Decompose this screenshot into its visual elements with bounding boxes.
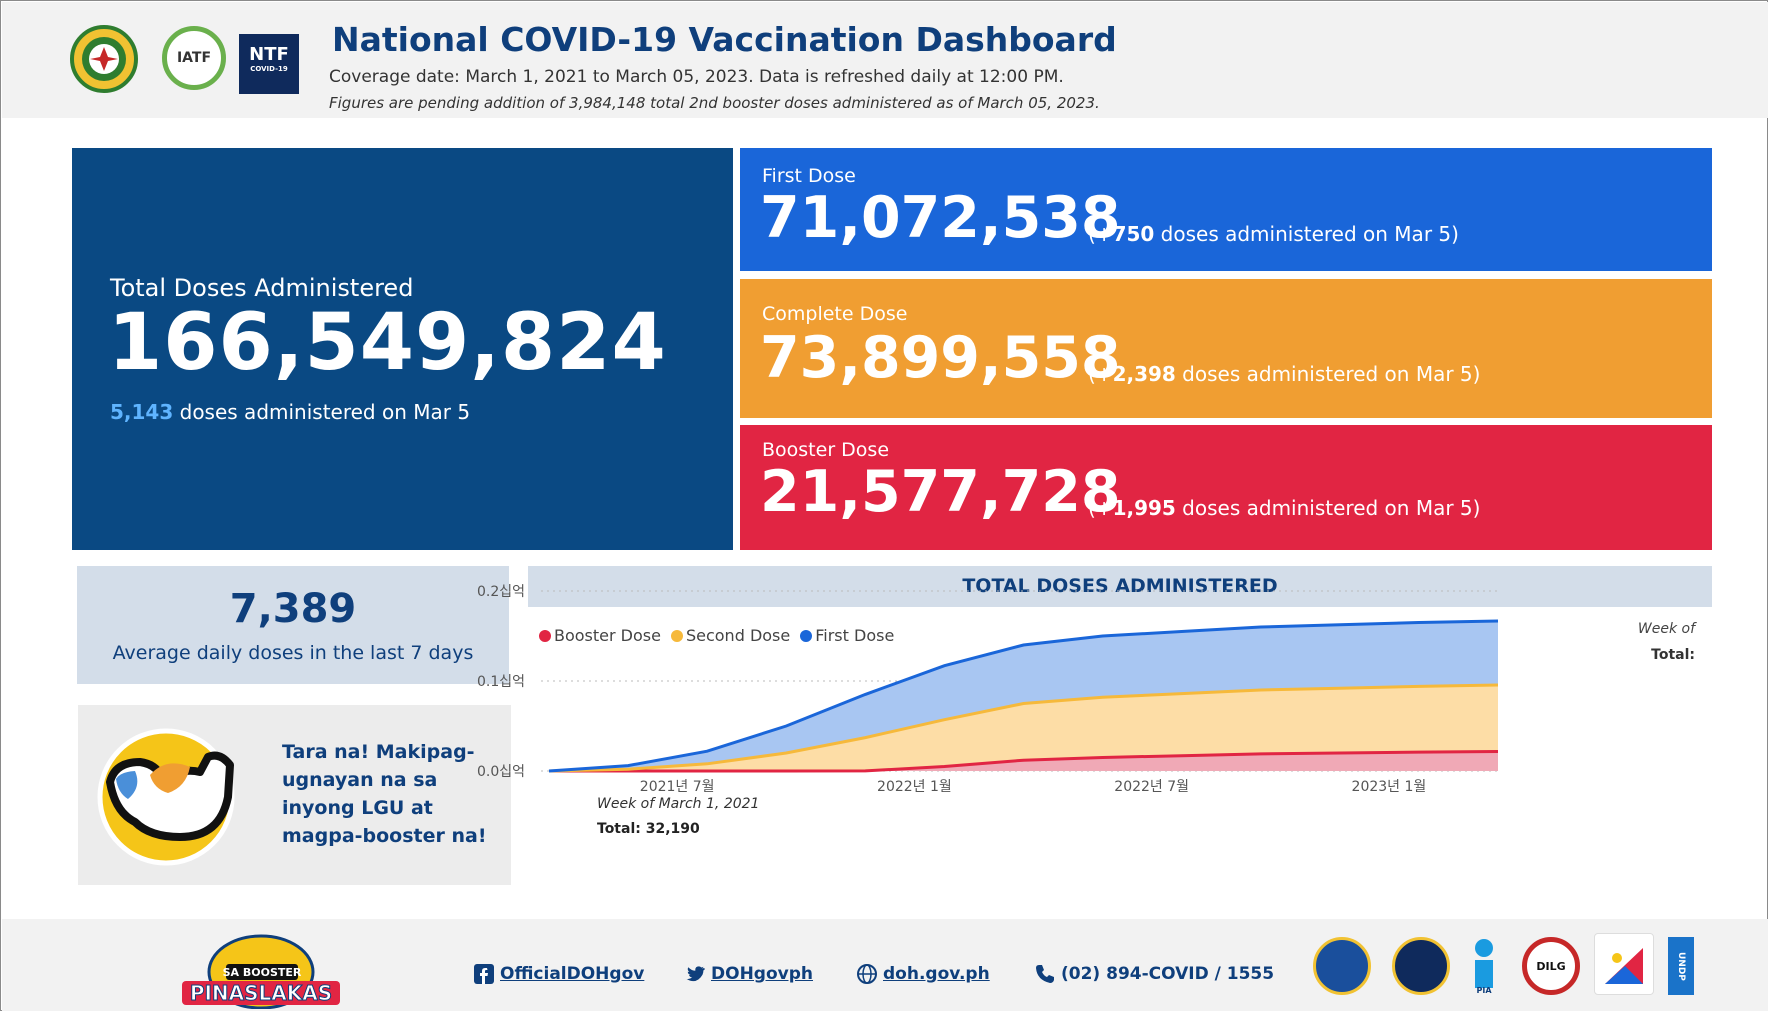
twitter-link[interactable]: DOHgovph: [685, 964, 813, 984]
booster-dose-delta-suffix: doses administered on Mar 5): [1175, 496, 1481, 520]
booster-promo-card: Tara na! Makipag-ugnayan na sa inyong LG…: [78, 705, 511, 885]
complete-dose-panel: Complete Dose 73,899,558 (+2,398 doses a…: [740, 279, 1712, 418]
doh-seal-icon: [70, 25, 138, 93]
complete-dose-value: 73,899,558: [760, 325, 1121, 391]
facebook-link[interactable]: OfficialDOHgov: [474, 964, 644, 984]
booster-dose-delta-prefix: (+: [1088, 496, 1113, 520]
total-doses-panel: Total Doses Administered 166,549,824 5,1…: [72, 148, 733, 550]
chart-start-week-label: Week of March 1, 2021: [597, 796, 760, 812]
legend-item-first[interactable]: First Dose: [800, 626, 894, 645]
booster-dose-panel: Booster Dose 21,577,728 (+1,995 doses ad…: [740, 425, 1712, 550]
undp-logo-icon: UNDP: [1668, 937, 1694, 995]
first-dose-value: 71,072,538: [760, 185, 1121, 251]
website-label: doh.gov.ph: [883, 964, 990, 984]
chart-legend: Booster Dose Second Dose First Dose: [539, 626, 894, 645]
ntf-logo-subtext: COVID-19: [250, 65, 288, 73]
legend-item-second[interactable]: Second Dose: [670, 626, 791, 645]
legend-item-booster[interactable]: Booster Dose: [539, 626, 661, 645]
undp-logo-text: UNDP: [1676, 951, 1686, 981]
complete-dose-delta: (+2,398 doses administered on Mar 5): [1088, 362, 1480, 386]
doses-area-chart[interactable]: 0.2십억 0.1십억 0.0십억 2021년 7월 2022년 1월 2022년 7월 2…: [477, 584, 1712, 911]
dilg-logo-icon: DILG: [1522, 937, 1580, 995]
ntf-logo-icon: NTF COVID-19: [239, 34, 299, 94]
booster-promo-text: Tara na! Makipag-ugnayan na sa inyong LG…: [282, 741, 487, 847]
coverage-text: Coverage date: March 1, 2021 to March 05…: [329, 67, 1064, 87]
total-doses-label: Total Doses Administered: [110, 274, 414, 302]
booster-dose-label: Booster Dose: [762, 439, 890, 461]
pia-logo-text: PIA: [1476, 986, 1492, 995]
pending-note: Figures are pending addition of 3,984,14…: [329, 94, 1100, 112]
chart-x-tick-label: 2021년 7월: [640, 779, 715, 795]
deped-seal-icon: [1392, 937, 1450, 995]
first-dose-delta-suffix: doses administered on Mar 5): [1154, 222, 1459, 246]
pia-logo-icon: PIA: [1472, 939, 1496, 995]
dilg-logo-text: DILG: [1536, 959, 1566, 973]
complete-dose-delta-count: 2,398: [1112, 362, 1176, 386]
phone-icon: [1036, 965, 1054, 983]
globe-icon: [857, 964, 877, 984]
average-daily-label: Average daily doses in the last 7 days: [112, 642, 474, 664]
pcoo-seal-icon: [1313, 937, 1371, 995]
chart-title: TOTAL DOSES ADMINISTERED: [528, 566, 1712, 607]
twitter-label: DOHgovph: [711, 964, 813, 984]
page-title: National COVID-19 Vaccination Dashboard: [332, 20, 1117, 59]
arm-flex-icon: [97, 728, 235, 866]
legend-second-swatch: [670, 629, 683, 642]
facebook-label: OfficialDOHgov: [500, 964, 645, 984]
pinaslakas-logo: SA BOOSTER PINASLAKAS: [182, 934, 340, 1009]
total-doses-today-label: doses administered on Mar 5: [173, 400, 471, 424]
iatf-logo-text: IATF: [176, 50, 212, 66]
header: IATF NTF COVID-19 National COVID-19 Vacc…: [2, 2, 1768, 118]
legend-booster-swatch: [539, 629, 551, 642]
area-first-dose: [549, 621, 1498, 771]
facebook-icon: [474, 964, 494, 984]
chart-x-tick-label: 2023년 1월: [1352, 779, 1427, 795]
area-second-dose: [549, 685, 1498, 771]
chart-x-tick-label: 2022년 7월: [1114, 779, 1189, 795]
booster-dose-value: 21,577,728: [760, 459, 1121, 525]
iatf-logo-icon: IATF: [162, 26, 226, 90]
chart-y-tick-label: 0.0십억: [477, 764, 525, 780]
total-doses-today-count: 5,143: [110, 400, 174, 424]
complete-dose-delta-prefix: (+: [1088, 362, 1113, 386]
booster-dose-delta: (+1,995 doses administered on Mar 5): [1088, 496, 1480, 520]
phone-hotline: (02) 894-COVID / 1555: [1035, 964, 1274, 984]
ntf-logo-text: NTF: [249, 44, 289, 65]
line-second-dose: [548, 683, 1499, 773]
legend-first-swatch: [800, 629, 813, 642]
total-doses-value: 166,549,824: [108, 298, 667, 388]
agency-seal-icon: [1594, 933, 1654, 995]
legend-second-label: Second Dose: [685, 626, 791, 645]
first-dose-delta: (+750 doses administered on Mar 5): [1088, 222, 1459, 246]
chart-y-tick-label: 0.1십억: [477, 674, 525, 690]
chart-start-total-label: Total: 32,190: [597, 821, 700, 837]
line-booster-dose: [549, 750, 1499, 773]
first-dose-delta-count: 750: [1112, 222, 1155, 246]
legend-first-label: First Dose: [815, 626, 895, 645]
average-daily-value: 7,389: [229, 586, 357, 632]
website-link[interactable]: doh.gov.ph: [857, 964, 990, 984]
phone-label: (02) 894-COVID / 1555: [1061, 964, 1275, 984]
booster-dose-delta-count: 1,995: [1112, 496, 1176, 520]
chart-y-tick-label: 0.2십억: [477, 584, 525, 600]
footer: SA BOOSTER PINASLAKAS OfficialDOHgov DOH…: [2, 919, 1768, 1011]
first-dose-delta-prefix: (+: [1088, 222, 1113, 246]
first-dose-panel: First Dose 71,072,538 (+750 doses admini…: [740, 148, 1712, 271]
total-doses-today: 5,143 doses administered on Mar 5: [110, 400, 470, 424]
chart-hover-week-label: Week of: [1637, 621, 1695, 637]
chart-x-tick-label: 2022년 1월: [877, 779, 952, 795]
complete-dose-label: Complete Dose: [762, 303, 908, 325]
complete-dose-delta-suffix: doses administered on Mar 5): [1175, 362, 1481, 386]
first-dose-label: First Dose: [762, 165, 856, 187]
svg-text:SA BOOSTER: SA BOOSTER: [223, 966, 302, 979]
average-daily-card: 7,389 Average daily doses in the last 7 …: [77, 566, 509, 684]
line-first-dose: [548, 619, 1499, 773]
svg-text:PINASLAKAS: PINASLAKAS: [190, 981, 332, 1005]
twitter-icon: [686, 966, 705, 982]
chart-hover-total-label: Total:: [1651, 647, 1695, 663]
legend-booster-label: Booster Dose: [554, 626, 661, 645]
